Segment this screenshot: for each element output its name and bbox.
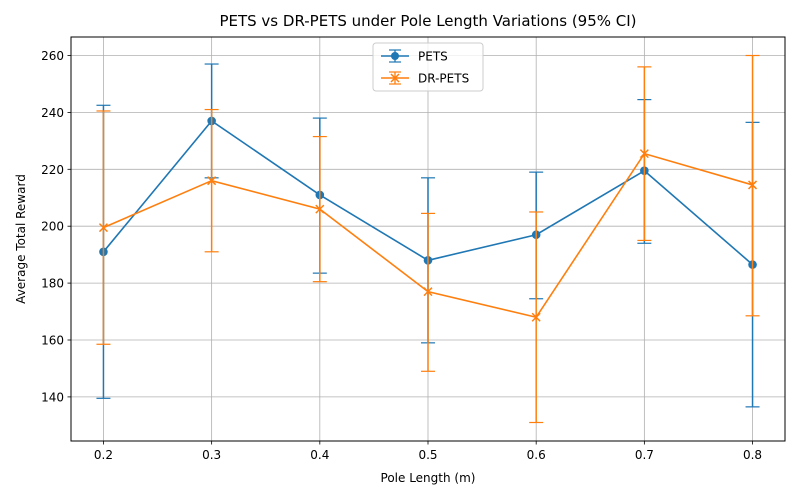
data-point (98, 223, 108, 233)
x-tick-label: 0.8 (743, 448, 762, 462)
legend-box (372, 42, 484, 92)
y-tick-label: 260 (41, 49, 64, 63)
y-tick-label: 140 (41, 390, 64, 404)
legend-marker (391, 52, 399, 60)
legend-marker (390, 73, 400, 83)
legend-label: DR-PETS (418, 72, 469, 86)
x-tick-label: 0.6 (527, 448, 546, 462)
legend-label: PETS (418, 50, 448, 64)
y-axis-label: Average Total Reward (14, 174, 28, 304)
x-tick-label: 0.3 (202, 448, 221, 462)
data-point (315, 204, 325, 214)
data-point (639, 149, 649, 159)
legend: PETS DR-PETS (372, 42, 484, 92)
y-tick-label: 240 (41, 106, 64, 120)
series-layer (96, 54, 760, 424)
data-point (531, 312, 541, 322)
y-tick-label: 200 (41, 220, 64, 234)
x-tick-label: 0.5 (418, 448, 437, 462)
x-tick-label: 0.4 (310, 448, 329, 462)
chart-title: PETS vs DR-PETS under Pole Length Variat… (219, 12, 636, 30)
data-point (423, 287, 433, 297)
x-tick-label: 0.7 (635, 448, 654, 462)
y-tick-label: 160 (41, 334, 64, 348)
x-axis-label: Pole Length (m) (381, 471, 476, 485)
series-dr-pets (96, 54, 760, 424)
data-point (207, 176, 217, 186)
ticks: 0.2 0.3 0.4 0.5 0.6 0.7 0.8 140 160 180 200 220 240 2… (41, 49, 762, 462)
data-point (748, 180, 758, 190)
y-tick-label: 180 (41, 277, 64, 291)
y-tick-label: 220 (41, 163, 64, 177)
legend-items: PETS DR-PETS (381, 49, 469, 86)
x-tick-label: 0.2 (94, 448, 113, 462)
